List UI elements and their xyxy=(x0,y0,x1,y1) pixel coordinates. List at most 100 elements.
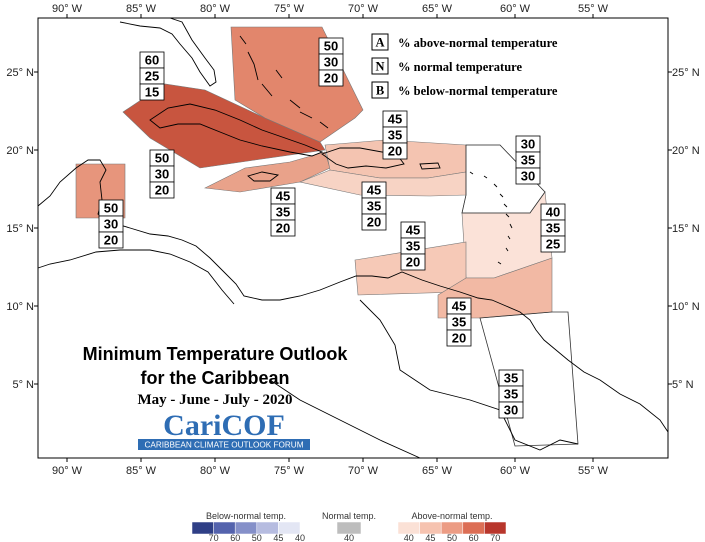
region-value-normal: 35 xyxy=(521,153,535,168)
lat-label-right: 15° N xyxy=(672,223,700,235)
key-letter-B: B xyxy=(376,84,384,98)
logo-subtitle: CARIBBEAN CLIMATE OUTLOOK FORUM xyxy=(144,441,303,450)
region-value-below: 20 xyxy=(452,331,466,346)
map-frame xyxy=(37,17,669,459)
outlook-period: May - June - July - 2020 xyxy=(138,392,293,408)
lesser-antilles-coast xyxy=(469,171,513,265)
region-value-above: 40 xyxy=(546,205,560,220)
region-value-box xyxy=(446,329,472,347)
region-value-box xyxy=(382,142,408,160)
colorbar-tick: 60 xyxy=(469,533,479,542)
key-box-N xyxy=(371,57,389,75)
lon-label-top: 65° W xyxy=(422,3,453,15)
lat-label-left: 5° N xyxy=(12,379,34,391)
coastlines xyxy=(37,17,669,459)
jamaica-coast xyxy=(247,171,280,182)
region-jamaica xyxy=(203,151,331,193)
key-label-B: % below-normal temperature xyxy=(398,84,558,98)
logo-band xyxy=(138,439,310,450)
region-value-box xyxy=(400,253,426,271)
region-value-normal: 25 xyxy=(145,69,159,84)
region-value-above: 45 xyxy=(406,223,420,238)
region-value-above: 50 xyxy=(104,201,118,216)
lon-label-top: 60° W xyxy=(500,3,531,15)
region-value-below: 25 xyxy=(546,237,560,252)
region-value-box xyxy=(361,213,387,231)
region-value-normal: 35 xyxy=(452,315,466,330)
colorbar-tick: 40 xyxy=(295,533,305,542)
logo-name: CariCOF xyxy=(163,409,285,442)
mainland-coast xyxy=(37,159,669,433)
region-value-box xyxy=(318,69,344,87)
lat-label-left: 20° N xyxy=(6,145,34,157)
key-label-N: % normal temperature xyxy=(398,60,522,74)
key-letter-N: N xyxy=(375,60,384,74)
region-value-box xyxy=(139,83,165,101)
key-box-A xyxy=(371,33,389,51)
colorbar-title: Normal temp. xyxy=(322,511,376,521)
region-value-below: 30 xyxy=(521,169,535,184)
outlook-title-line1: Minimum Temperature Outlook xyxy=(83,344,349,364)
region-value-below: 20 xyxy=(367,215,381,230)
colorbar-swatch xyxy=(336,521,362,535)
region-value-below: 20 xyxy=(388,144,402,159)
region-value-normal: 30 xyxy=(324,55,338,70)
region-value-above: 45 xyxy=(367,183,381,198)
region-value-normal: 35 xyxy=(276,205,290,220)
lat-label-left: 10° N xyxy=(6,301,34,313)
colorbar-tick: 70 xyxy=(490,533,500,542)
colorbar-tick: 70 xyxy=(209,533,219,542)
lat-label-right: 5° N xyxy=(672,379,694,391)
lat-label-right: 25° N xyxy=(672,67,700,79)
region-value-below: 20 xyxy=(155,183,169,198)
region-value-below: 15 xyxy=(145,85,159,100)
lon-label-bottom: 55° W xyxy=(578,465,609,477)
puerto-rico-coast xyxy=(419,162,441,170)
region-value-box xyxy=(149,181,175,199)
region-outline-leewards xyxy=(461,144,546,214)
lat-label-right: 20° N xyxy=(672,145,700,157)
colombia-border xyxy=(269,379,421,459)
colorbars: Below-normal temp. 70 60 50 45 40 Normal temp.… xyxy=(191,511,507,542)
lat-label-left: 15° N xyxy=(6,223,34,235)
key-letter-A: A xyxy=(375,36,384,50)
region-value-box xyxy=(540,235,566,253)
southamerica-border xyxy=(359,299,579,451)
outlook-title-line2: for the Caribbean xyxy=(140,368,289,388)
region-value-normal: 30 xyxy=(155,167,169,182)
region-value-normal: 35 xyxy=(367,199,381,214)
bahamas-coast xyxy=(239,35,329,129)
region-western-cuba-caymans xyxy=(122,83,326,169)
region-value-below: 20 xyxy=(276,221,290,236)
region-value-normal: 35 xyxy=(546,221,560,236)
region-value-box xyxy=(515,167,541,185)
lon-label-bottom: 90° W xyxy=(52,465,83,477)
lon-label-top: 80° W xyxy=(200,3,231,15)
region-value-box xyxy=(498,401,524,419)
pacific-coast xyxy=(37,249,235,305)
key-box-B xyxy=(371,81,389,99)
region-value-below: 20 xyxy=(324,71,338,86)
lon-label-top: 70° W xyxy=(348,3,379,15)
lat-label-left: 25° N xyxy=(6,67,34,79)
colorbar-tick: 50 xyxy=(252,533,262,542)
region-value-box xyxy=(270,219,296,237)
colorbar-title: Above-normal temp. xyxy=(411,511,492,521)
region-value-below: 30 xyxy=(504,403,518,418)
lon-label-bottom: 65° W xyxy=(422,465,453,477)
region-value-above: 45 xyxy=(388,112,402,127)
key-label-A: % above-normal temperature xyxy=(398,36,558,50)
colorbar-tick: 45 xyxy=(425,533,435,542)
lon-label-top: 85° W xyxy=(126,3,157,15)
colorbar-tick: 60 xyxy=(230,533,240,542)
colorbar-tick: 45 xyxy=(273,533,283,542)
lon-label-top: 75° W xyxy=(274,3,305,15)
